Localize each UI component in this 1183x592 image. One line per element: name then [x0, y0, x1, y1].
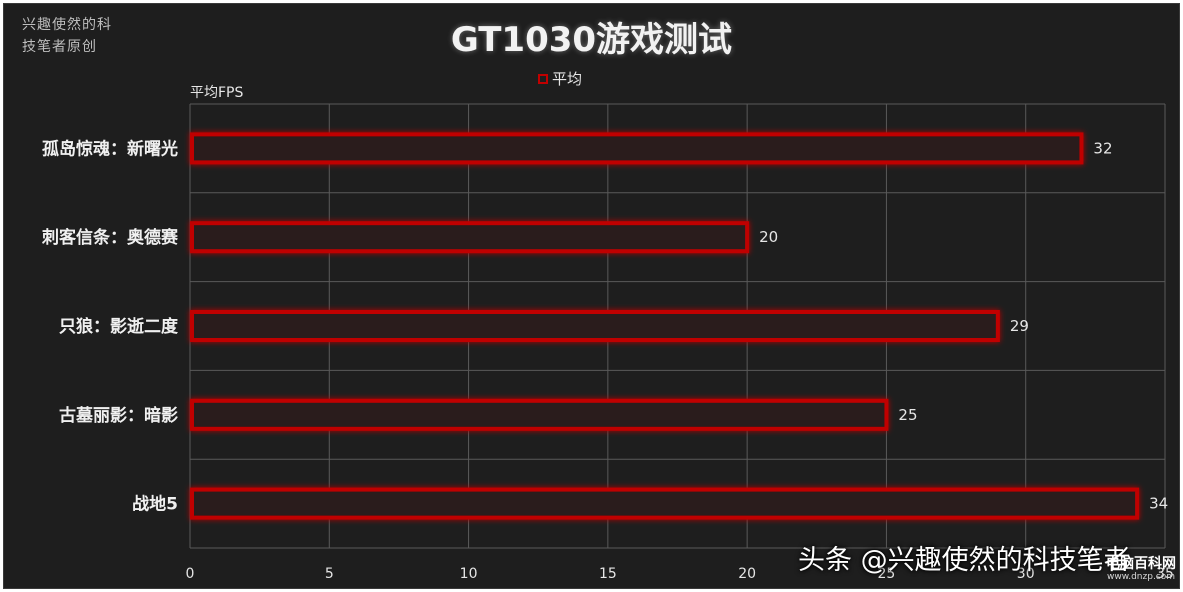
x-tick-label: 10 — [460, 566, 478, 582]
data-label: 34 — [1149, 495, 1168, 513]
category-label: 战地5 — [132, 494, 178, 515]
category-label: 只狼：影逝二度 — [59, 316, 179, 337]
axis-unit-label: 平均FPS — [190, 85, 244, 101]
x-tick-label: 30 — [1017, 566, 1035, 582]
author-watermark: 兴趣使然的科技笔者原创 — [22, 17, 112, 55]
category-label: 古墓丽影：暗影 — [59, 405, 178, 426]
site-watermark-name: 电脑百科网 — [1106, 556, 1176, 572]
x-tick-label: 20 — [738, 566, 756, 582]
site-watermark-url: www.dnzp.com — [1106, 572, 1176, 582]
site-watermark: 电脑百科网 www.dnzp.com — [1102, 556, 1180, 583]
data-label: 32 — [1093, 139, 1112, 157]
data-label: 29 — [1010, 317, 1029, 335]
bar — [190, 398, 889, 431]
category-label: 孤岛惊魂：新曙光 — [42, 138, 178, 159]
bar — [190, 310, 1000, 342]
bar — [190, 132, 1084, 165]
x-tick-label: 15 — [599, 566, 617, 582]
data-label: 20 — [759, 228, 778, 246]
legend: 平均 — [538, 68, 582, 89]
x-tick-label: 0 — [186, 566, 195, 582]
data-label: 25 — [898, 406, 917, 424]
x-tick-label: 35 — [1156, 566, 1174, 582]
x-tick-label: 25 — [878, 566, 896, 582]
legend-label: 平均 — [552, 70, 583, 88]
x-tick-label: 5 — [325, 566, 334, 582]
category-label: 刺客信条：奥德赛 — [42, 227, 179, 248]
bar — [190, 487, 1140, 520]
bar — [190, 221, 750, 254]
chart-title: GT1030游戏测试 — [450, 20, 733, 60]
toutiao-watermark: 头条 @兴趣使然的科技笔者 — [798, 545, 1131, 576]
legend-swatch — [538, 73, 548, 84]
